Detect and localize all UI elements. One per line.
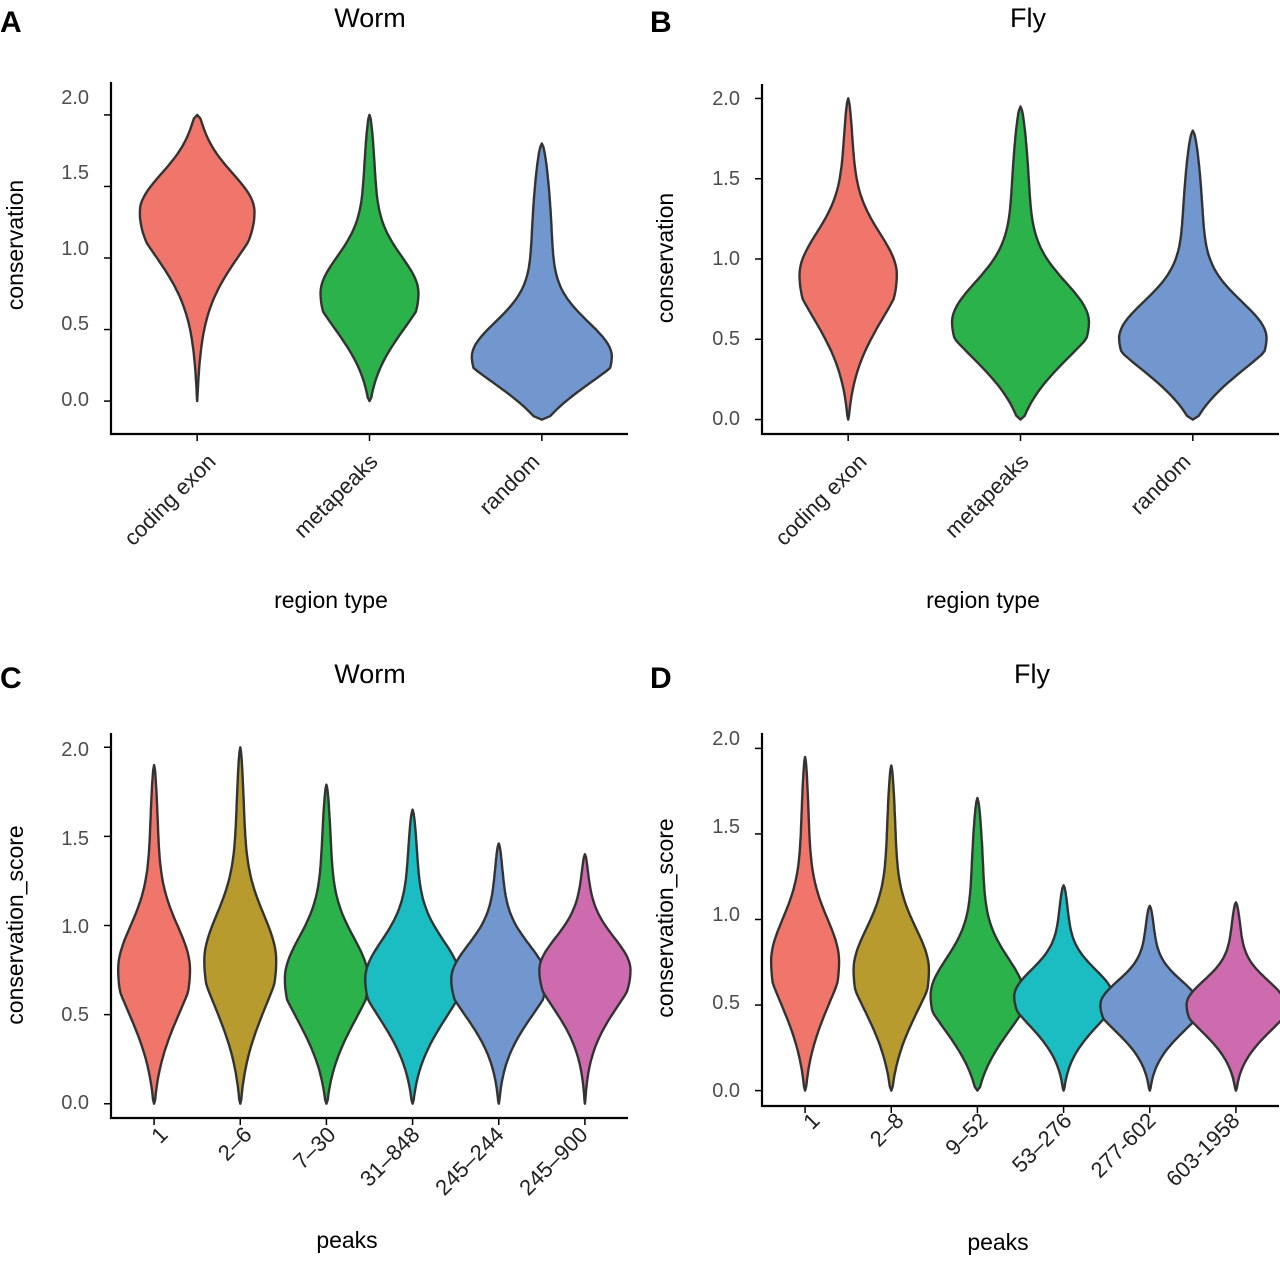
y-tick-label: 2.0 xyxy=(61,87,89,109)
violin-a-1 xyxy=(138,113,256,403)
panel-b-title: Fly xyxy=(1010,3,1046,33)
panel-a-axes xyxy=(109,82,628,436)
y-tick-label: 2.0 xyxy=(61,739,89,761)
panel-letter-a: A xyxy=(0,6,22,39)
violin-b-2 xyxy=(950,105,1091,421)
y-tick-label: 0.0 xyxy=(712,408,740,430)
violin-d-6 xyxy=(1185,901,1280,1092)
y-tick-label: 0.5 xyxy=(712,328,740,350)
y-tick-label: 1.0 xyxy=(61,238,89,260)
y-tick-label: 1.5 xyxy=(712,168,740,190)
panel-c-y-tick-labels: 0.0 0.5 1.0 1.5 2.0 xyxy=(61,739,89,1114)
violin-c-2 xyxy=(203,746,278,1105)
y-tick-label: 0.0 xyxy=(61,389,89,411)
violin-c-6 xyxy=(538,853,632,1105)
panel-a-y-axis-title: conservation xyxy=(2,180,28,310)
panel-c-violins xyxy=(104,746,632,1125)
panel-a-y-tick-labels: 0.0 0.5 1.0 1.5 2.0 xyxy=(61,87,89,411)
panel-b-x-axis-title: region type xyxy=(926,587,1040,613)
y-tick-label: 2.0 xyxy=(712,728,740,750)
violin-c-4 xyxy=(364,808,462,1105)
panel-letter-c: C xyxy=(0,662,22,695)
panel-b-y-tick-labels: 0.0 0.5 1.0 1.5 2.0 xyxy=(712,88,740,430)
panel-d-x-axis-title: peaks xyxy=(967,1229,1028,1255)
panel-b-y-axis-title: conservation xyxy=(652,193,678,323)
panel-letter-b: B xyxy=(650,6,672,39)
panel-b-violins xyxy=(755,97,1268,441)
panel-a-title: Worm xyxy=(334,3,406,33)
y-tick-label: 1.0 xyxy=(61,916,89,938)
panel-d-title: Fly xyxy=(1014,659,1050,689)
violin-b-3 xyxy=(1117,129,1268,421)
violin-c-1 xyxy=(117,763,192,1105)
panel-b-axes xyxy=(760,84,1279,436)
violin-d-1 xyxy=(769,755,841,1092)
panel-c-y-axis-title: conservation_score xyxy=(2,825,28,1024)
panel-a-x-axis-title: region type xyxy=(274,587,388,613)
panel-c-title: Worm xyxy=(334,659,406,689)
violin-a-3 xyxy=(470,142,613,421)
panel-letter-d: D xyxy=(650,662,672,695)
y-tick-label: 1.0 xyxy=(712,248,740,270)
panel-d-y-tick-labels: 0.0 0.5 1.0 1.5 2.0 xyxy=(712,728,740,1102)
panel-c-axes xyxy=(109,733,628,1120)
y-tick-label: 2.0 xyxy=(712,88,740,110)
panel-c-x-axis-title: peaks xyxy=(316,1227,377,1253)
violin-d-2 xyxy=(852,764,931,1092)
violin-c-3 xyxy=(283,783,370,1105)
y-tick-label: 0.5 xyxy=(712,992,740,1014)
y-tick-label: 0.0 xyxy=(712,1080,740,1102)
y-tick-label: 1.0 xyxy=(712,904,740,926)
violin-b-1 xyxy=(798,97,898,421)
panel-d-axes xyxy=(760,733,1279,1108)
violin-c-5 xyxy=(450,842,548,1105)
y-tick-label: 1.5 xyxy=(61,162,89,184)
y-tick-label: 1.5 xyxy=(61,828,89,850)
violin-a-2 xyxy=(319,113,420,403)
panel-d-violins xyxy=(755,747,1280,1113)
y-tick-label: 0.0 xyxy=(61,1092,89,1114)
panel-a-violins xyxy=(104,113,613,441)
violin-d-5 xyxy=(1099,904,1201,1092)
y-tick-label: 0.5 xyxy=(61,313,89,335)
y-tick-label: 1.5 xyxy=(712,816,740,838)
y-tick-label: 0.5 xyxy=(61,1004,89,1026)
panel-d-y-axis-title: conservation_score xyxy=(652,818,678,1017)
violin-d-4 xyxy=(1013,884,1115,1092)
